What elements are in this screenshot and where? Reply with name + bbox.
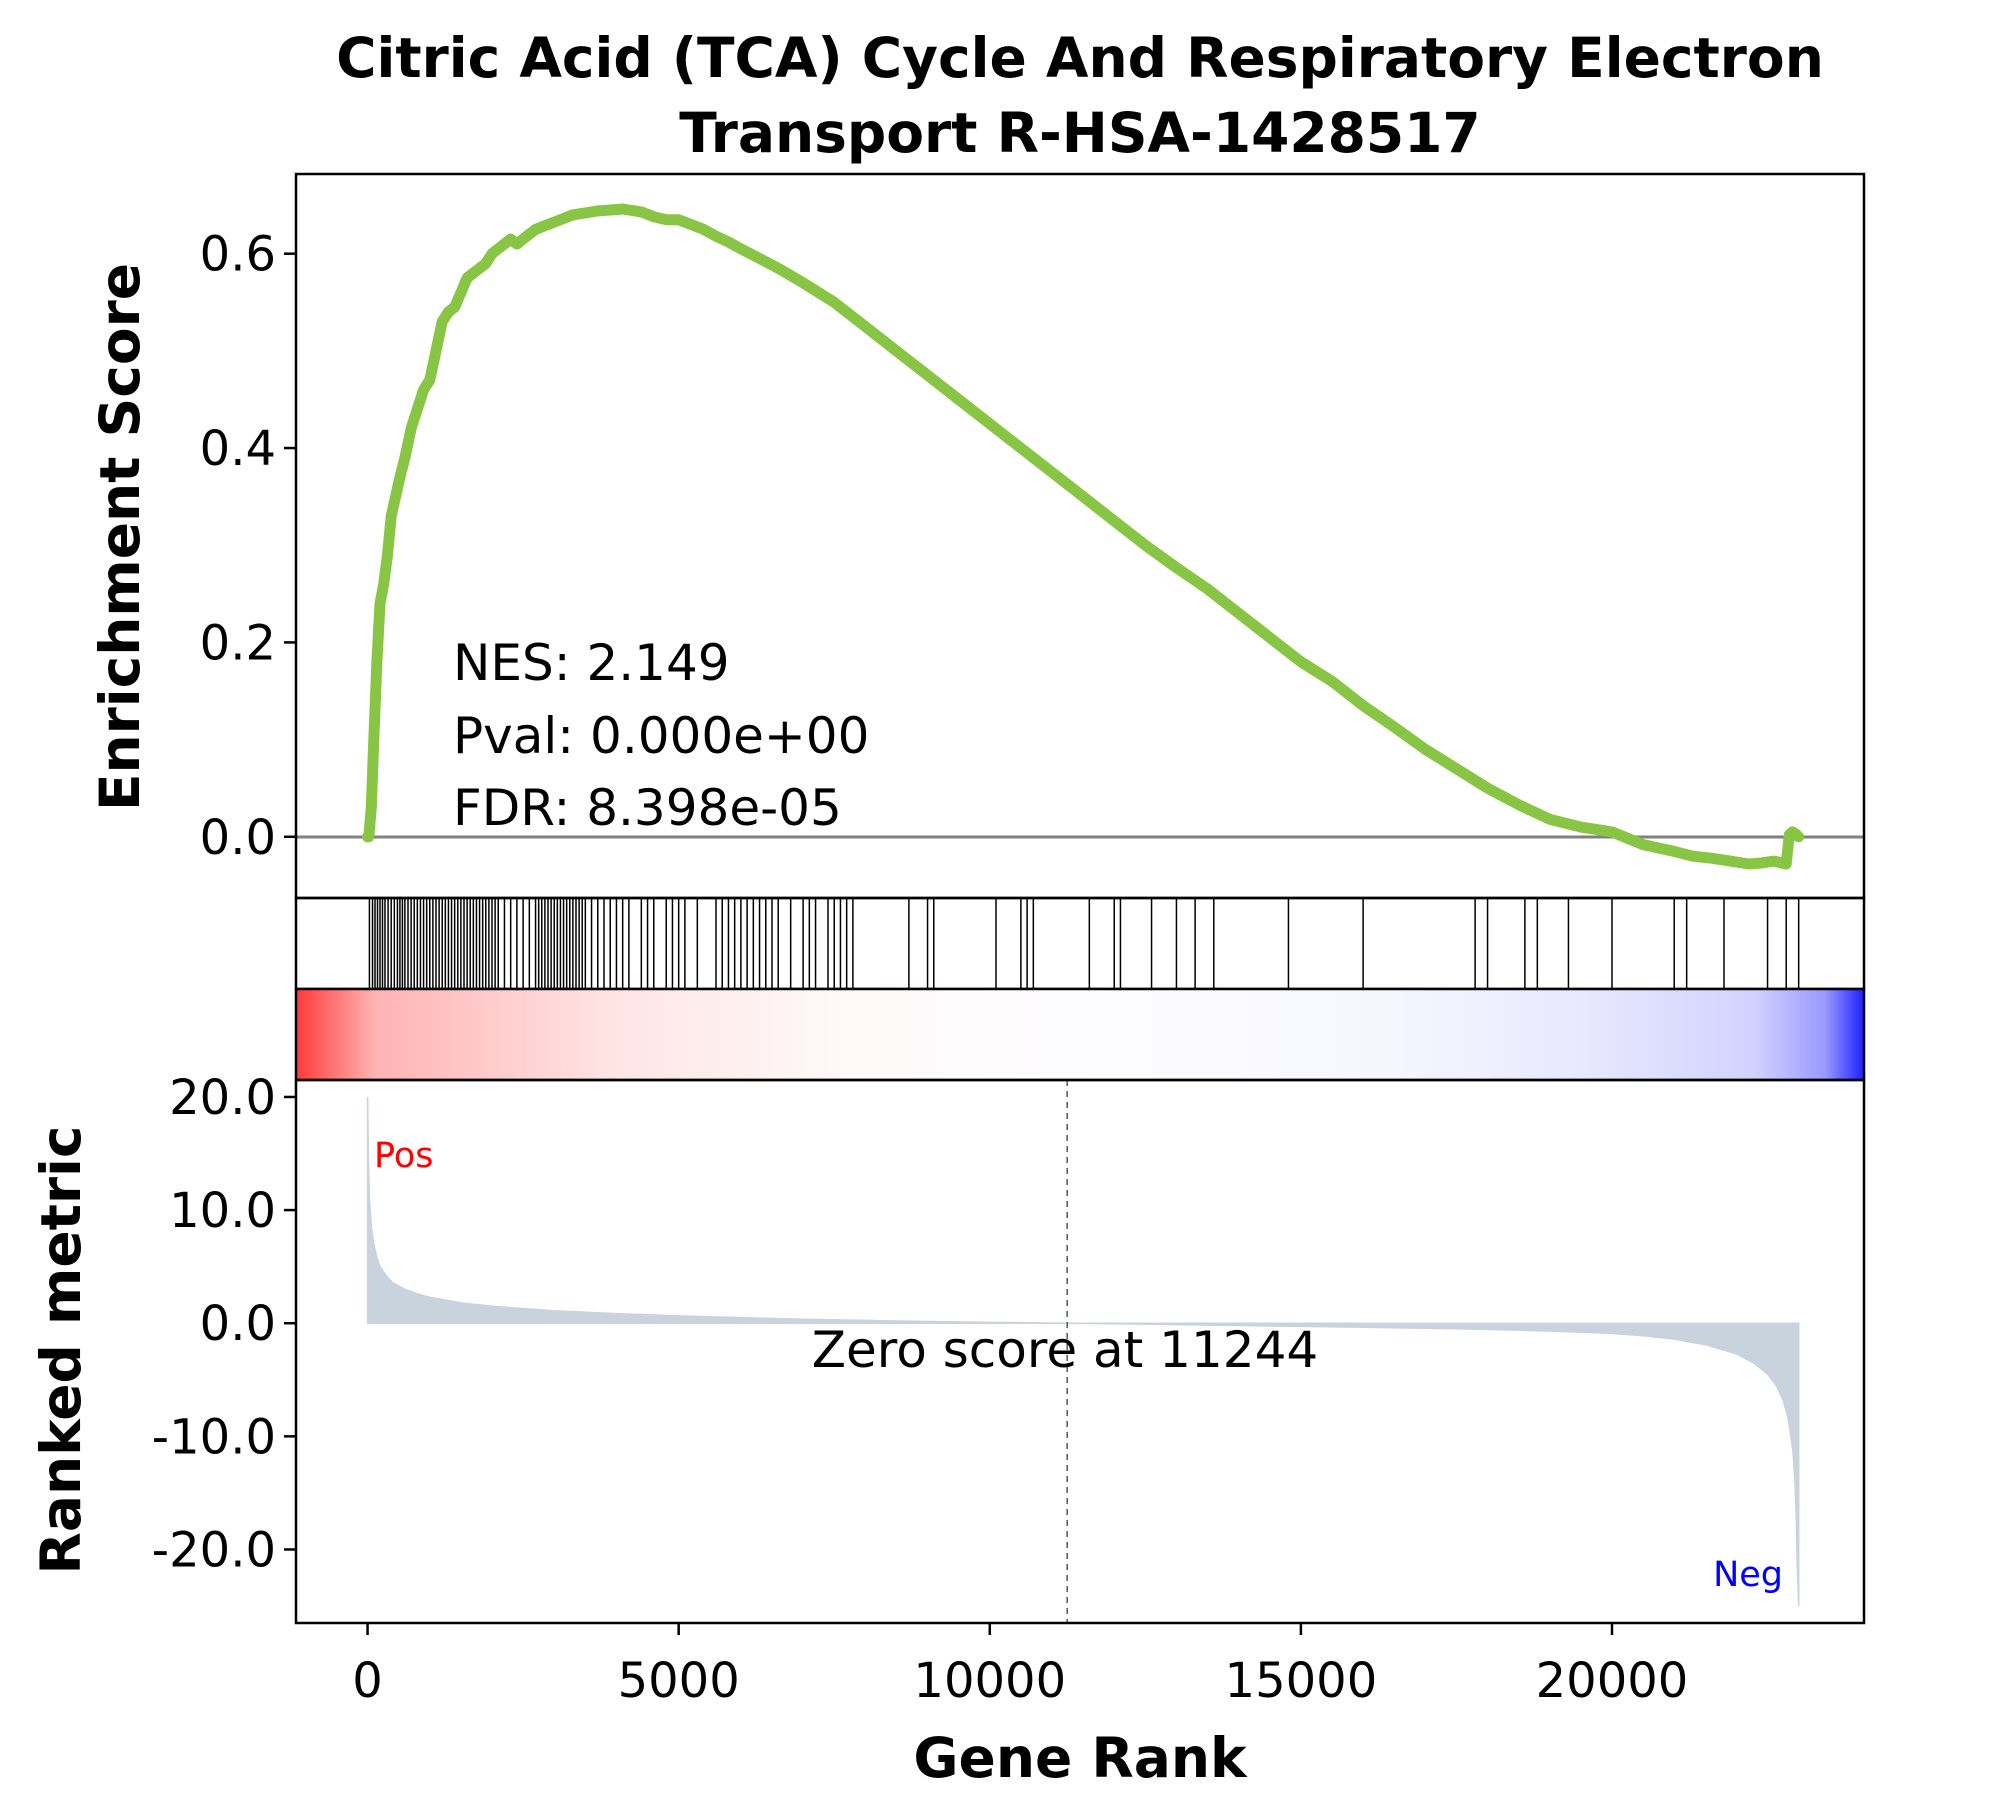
x-tick-label: 15000 bbox=[1225, 1653, 1378, 1709]
enrichment-y-label: Enrichment Score bbox=[88, 263, 152, 811]
hits-panel bbox=[294, 896, 1866, 991]
x-ticks: 0 5000 10000 15000 20000 bbox=[352, 1623, 1688, 1709]
enrichment-y-ticks: 0.0 0.2 0.4 0.6 bbox=[200, 227, 296, 866]
x-tick-label: 20000 bbox=[1536, 1653, 1689, 1709]
chart-title-line-1: Citric Acid (TCA) Cycle And Respiratory … bbox=[336, 26, 1824, 90]
rank-colorbar bbox=[294, 987, 1866, 1082]
x-tick-label: 5000 bbox=[618, 1653, 740, 1709]
ranked-metric-y-label: Ranked metric bbox=[29, 1125, 93, 1574]
neg-label: Neg bbox=[1713, 1555, 1783, 1595]
zero-score-label: Zero score at 11244 bbox=[812, 1321, 1318, 1379]
nes-annotation: NES: 2.149 bbox=[453, 634, 730, 692]
pval-annotation: Pval: 0.000e+00 bbox=[453, 707, 869, 765]
ranked-metric-y-tick-label: 20.0 bbox=[169, 1070, 276, 1126]
rank-colorbar-gradient bbox=[296, 989, 1864, 1080]
ranked-metric-axes-frame bbox=[294, 1078, 1866, 1625]
ranked-metric-panel: Zero score at 11244 Pos Neg 20.0 10.0 0.0 -… bbox=[29, 1070, 1866, 1790]
gene-hits bbox=[368, 898, 1800, 989]
enrichment-y-tick-label: 0.2 bbox=[200, 615, 276, 671]
hits-axes-frame bbox=[294, 896, 1866, 991]
x-axis-label: Gene Rank bbox=[913, 1726, 1248, 1790]
ranked-metric-y-ticks: 20.0 10.0 0.0 -10.0 -20.0 bbox=[152, 1070, 296, 1578]
chart-title-line-2: Transport R-HSA-1428517 bbox=[679, 101, 1480, 165]
enrichment-y-tick-label: 0.6 bbox=[200, 227, 276, 283]
ranked-metric-y-tick-label: -10.0 bbox=[152, 1409, 276, 1465]
pos-label: Pos bbox=[374, 1136, 434, 1176]
ranked-metric-y-tick-label: 10.0 bbox=[169, 1183, 276, 1239]
x-tick-label: 0 bbox=[352, 1653, 383, 1709]
enrichment-panel: 0.00.20.40.6 NES: 2.149 Pval: 0.000e+00 … bbox=[88, 172, 1866, 900]
x-tick-label: 10000 bbox=[913, 1653, 1066, 1709]
ranked-metric-y-tick-label: -20.0 bbox=[152, 1522, 276, 1578]
enrichment-y-tick-label: 0.4 bbox=[200, 421, 276, 477]
fdr-annotation: FDR: 8.398e-05 bbox=[453, 779, 842, 837]
ranked-metric-area bbox=[366, 1096, 1800, 1607]
enrichment-y-tick-label: 0.0 bbox=[200, 810, 276, 866]
enrichment-score-line bbox=[362, 203, 1805, 870]
ranked-metric-y-tick-label: 0.0 bbox=[200, 1296, 276, 1352]
